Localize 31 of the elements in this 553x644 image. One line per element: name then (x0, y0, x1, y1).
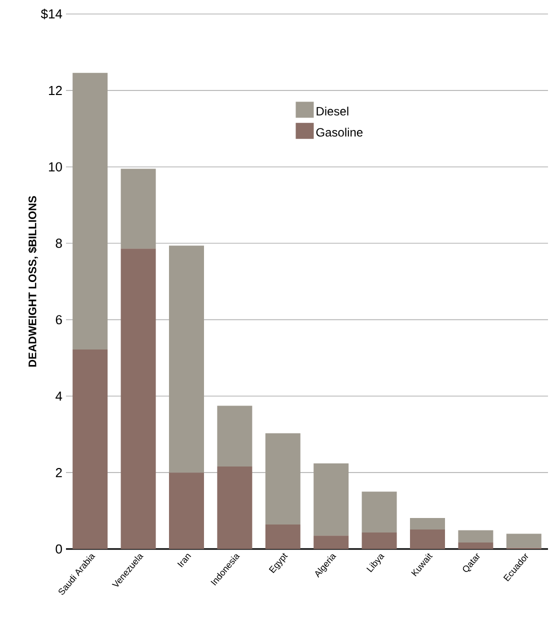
y-tick-label: $14 (40, 8, 62, 20)
y-tick-label: 0 (56, 544, 62, 554)
y-tick-label: 4 (56, 392, 62, 401)
bar (410, 530, 445, 549)
bar (458, 542, 494, 549)
bar (362, 532, 397, 549)
bar (217, 406, 252, 466)
bar (120, 248, 156, 549)
bar (217, 466, 252, 549)
legend-label: Diesel (316, 106, 348, 116)
bar (120, 168, 156, 249)
bar (506, 534, 542, 548)
y-tick-label: 6 (56, 315, 62, 324)
bar (72, 350, 108, 549)
bar (168, 472, 204, 549)
y-tick-label: 12 (48, 86, 62, 95)
bar (458, 530, 494, 542)
bar (314, 463, 349, 536)
bar (362, 492, 397, 533)
bar (72, 72, 108, 350)
y-tick-label: 10 (48, 162, 62, 172)
y-tick-label: 8 (56, 238, 62, 248)
bar (410, 518, 445, 530)
bar (265, 524, 300, 549)
bar (314, 536, 349, 549)
legend-label: Gasoline (316, 128, 363, 137)
y-tick-label: 2 (56, 468, 62, 478)
bar (265, 433, 300, 525)
y-axis-title: DEADWEIGHT LOSS, $BILLIONS (28, 196, 38, 367)
x-tick-label: Iran (177, 554, 192, 568)
bar (168, 246, 204, 473)
